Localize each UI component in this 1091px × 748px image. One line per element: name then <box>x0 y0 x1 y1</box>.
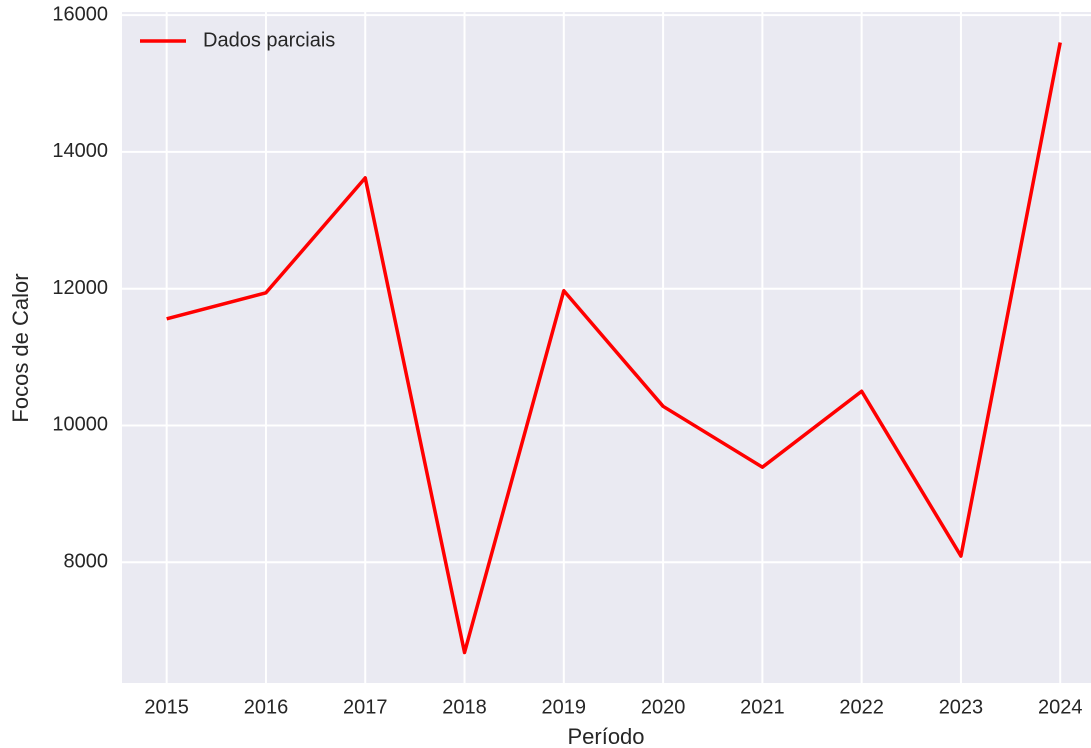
data-line <box>166 42 1062 655</box>
x-tick-label: 2018 <box>442 696 487 718</box>
x-tick-label: 2016 <box>244 696 289 718</box>
x-axis-label: Período <box>567 724 644 748</box>
x-tick-label: 2024 <box>1038 696 1083 718</box>
x-tick-label: 2021 <box>740 696 785 718</box>
x-tick-label: 2022 <box>839 696 884 718</box>
x-tick-label: 2023 <box>939 696 984 718</box>
x-tick-label: 2020 <box>641 696 686 718</box>
y-tick-label: 8000 <box>64 551 109 573</box>
x-tick-label: 2015 <box>144 696 189 718</box>
y-axis-label: Focos de Calor <box>8 273 33 422</box>
y-tick-label: 16000 <box>52 3 108 25</box>
y-tick-label: 14000 <box>52 140 108 162</box>
y-tick-label: 12000 <box>52 277 108 299</box>
plot-area <box>122 12 1091 683</box>
legend-label: Dados parciais <box>203 29 335 51</box>
x-tick-label: 2017 <box>343 696 388 718</box>
y-tick-label: 10000 <box>52 414 108 436</box>
x-tick-label: 2019 <box>542 696 587 718</box>
